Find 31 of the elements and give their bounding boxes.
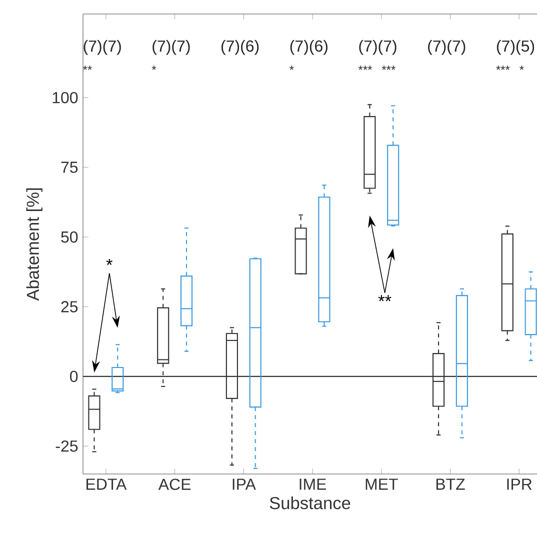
annotation: ** bbox=[378, 295, 392, 302]
annotation: * bbox=[106, 258, 112, 266]
y-tick-label: 0 bbox=[70, 370, 78, 382]
y-axis-title: Abatement [%] bbox=[26, 188, 42, 301]
annotation: * bbox=[290, 66, 294, 70]
annotation: (7)(7) bbox=[152, 40, 190, 55]
annotation: ** bbox=[82, 66, 92, 70]
annotation: (7)(5) bbox=[496, 40, 534, 55]
y-tick-label: 100 bbox=[52, 92, 78, 104]
annotation: (7)(6) bbox=[221, 40, 259, 55]
x-tick-label: IPA bbox=[232, 478, 256, 490]
annotation: *** bbox=[358, 66, 372, 70]
y-tick-label: 75 bbox=[61, 162, 78, 173]
y-tick-label: -25 bbox=[56, 440, 78, 452]
annotation: (7)(7) bbox=[359, 40, 396, 55]
y-tick-label: 25 bbox=[61, 301, 78, 312]
x-tick-label: BTZ bbox=[436, 478, 465, 490]
x-tick-label: MET bbox=[366, 478, 398, 490]
annotation: * bbox=[152, 66, 156, 70]
x-tick-label: ACE bbox=[158, 478, 191, 490]
x-axis-title: Substance bbox=[270, 496, 350, 510]
x-tick-label: IPR bbox=[507, 478, 532, 490]
x-tick-label: IME bbox=[300, 478, 326, 490]
annotation: *** bbox=[382, 66, 396, 70]
x-tick-label: EDTA bbox=[86, 478, 127, 490]
y-tick-label: 50 bbox=[61, 231, 78, 243]
annotation: * bbox=[520, 66, 524, 70]
annotation: *** bbox=[496, 66, 510, 70]
annotation: (7)(7) bbox=[84, 40, 121, 55]
annotation: (7)(7) bbox=[428, 40, 466, 55]
annotation: (7)(6) bbox=[290, 40, 328, 55]
